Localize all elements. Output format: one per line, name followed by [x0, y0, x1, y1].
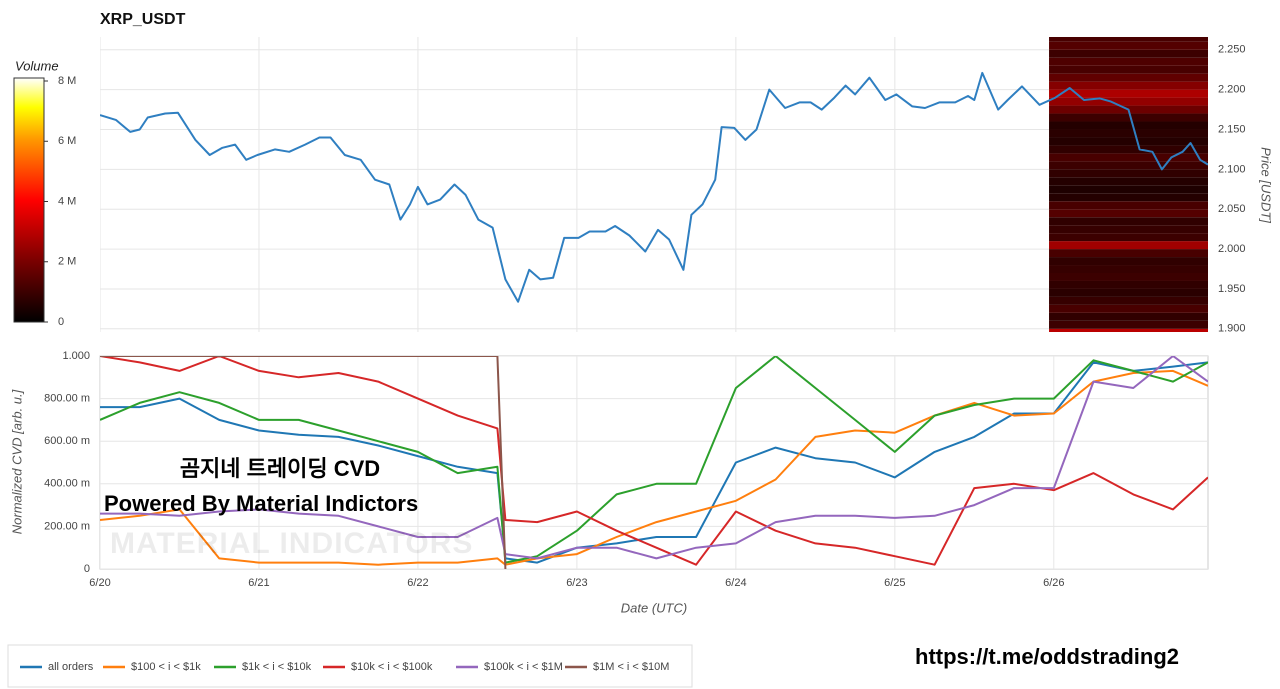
heatmap-cell	[1049, 137, 1208, 146]
heatmap-cell	[1049, 57, 1208, 66]
x-tick-label: 6/21	[248, 577, 269, 589]
y-tick-label: 1.000	[62, 350, 90, 362]
legend-label: $10k < i < $100k	[351, 661, 433, 673]
heatmap-cell	[1049, 233, 1208, 242]
heatmap-cell	[1049, 304, 1208, 313]
colorbar-tick-label: 4 M	[58, 195, 76, 207]
heatmap-cell	[1049, 89, 1208, 98]
colorbar-tick-label: 8 M	[58, 75, 76, 87]
y-tick-label: 2.050	[1218, 203, 1246, 215]
y-tick-label: 2.100	[1218, 163, 1246, 175]
heatmap-cell	[1049, 177, 1208, 186]
heatmap-cell	[1049, 296, 1208, 305]
x-tick-label: 6/20	[89, 577, 110, 589]
y-tick-label: 1.950	[1218, 283, 1246, 295]
data-line	[100, 369, 1208, 566]
heatmap-cell	[1049, 201, 1208, 210]
heatmap-cell	[1049, 65, 1208, 74]
annotation: Powered By Material Indictors	[104, 491, 418, 516]
heatmap-cell	[1049, 41, 1208, 50]
data-line	[100, 71, 1208, 303]
heatmap-cell	[1049, 249, 1208, 258]
y-axis-title: Normalized CVD [arb. u.]	[9, 389, 24, 534]
heatmap-cell	[1049, 328, 1208, 332]
colorbar-title: Volume	[15, 58, 59, 73]
y-tick-label: 600.00 m	[44, 435, 90, 447]
heatmap-cell	[1049, 257, 1208, 266]
legend-label: $100k < i < $1M	[484, 661, 563, 673]
y-tick-label: 400.00 m	[44, 478, 90, 490]
colorbar-tick-label: 6 M	[58, 135, 76, 147]
heatmap-cell	[1049, 241, 1208, 250]
chart-title: XRP_USDT	[100, 11, 186, 28]
y-tick-label: 0	[84, 563, 90, 575]
x-tick-label: 6/26	[1043, 577, 1064, 589]
x-tick-label: 6/24	[725, 577, 746, 589]
y-tick-label: 2.150	[1218, 123, 1246, 135]
x-tick-label: 6/25	[884, 577, 905, 589]
heatmap-cell	[1049, 97, 1208, 106]
link-text: https://t.me/oddstrading2	[915, 644, 1179, 669]
y-tick-label: 2.200	[1218, 84, 1246, 96]
data-line	[100, 356, 1208, 564]
heatmap-cell	[1049, 209, 1208, 218]
heatmap-cell	[1049, 49, 1208, 58]
y-tick-label: 200.00 m	[44, 520, 90, 532]
heatmap-cell	[1049, 288, 1208, 297]
data-line	[100, 356, 1208, 566]
y-tick-label: 2.250	[1218, 44, 1246, 56]
x-axis-title: Date (UTC)	[621, 600, 687, 615]
heatmap-cell	[1049, 81, 1208, 90]
heatmap-cell	[1049, 320, 1208, 329]
heatmap-cell	[1049, 217, 1208, 226]
y-tick-label: 1.900	[1218, 323, 1246, 335]
y-tick-label: 2.000	[1218, 243, 1246, 255]
colorbar-tick-label: 2 M	[58, 256, 76, 268]
heatmap-cell	[1049, 225, 1208, 234]
x-tick-label: 6/22	[407, 577, 428, 589]
data-line	[100, 356, 1208, 560]
heatmap-cell	[1049, 121, 1208, 130]
watermark: MATERIAL INDICATORS	[110, 527, 473, 560]
heatmap-cell	[1049, 37, 1208, 42]
heatmap-cell	[1049, 273, 1208, 281]
annotation: 곰지네 트레이딩 CVD	[180, 456, 380, 481]
heatmap-cell	[1049, 193, 1208, 202]
heatmap-cell	[1049, 73, 1208, 82]
heatmap-cell	[1049, 113, 1208, 122]
heatmap-cell	[1049, 169, 1208, 178]
legend-label: $1M < i < $10M	[593, 661, 669, 673]
legend-label: all orders	[48, 661, 94, 673]
heatmap-cell	[1049, 312, 1208, 321]
heatmap-cell	[1049, 153, 1208, 162]
heatmap-cell	[1049, 265, 1208, 273]
x-tick-label: 6/23	[566, 577, 587, 589]
legend-label: $100 < i < $1k	[131, 661, 201, 673]
heatmap-cell	[1049, 280, 1208, 289]
y-axis-title: Price [USDT]	[1259, 147, 1274, 223]
y-tick-label: 800.00 m	[44, 393, 90, 405]
heatmap-cell	[1049, 161, 1208, 170]
heatmap-cell	[1049, 185, 1208, 194]
colorbar	[13, 77, 45, 323]
heatmap-cell	[1049, 145, 1208, 154]
legend-label: $1k < i < $10k	[242, 661, 312, 673]
colorbar-tick-label: 0	[58, 316, 64, 328]
heatmap-cell	[1049, 129, 1208, 138]
